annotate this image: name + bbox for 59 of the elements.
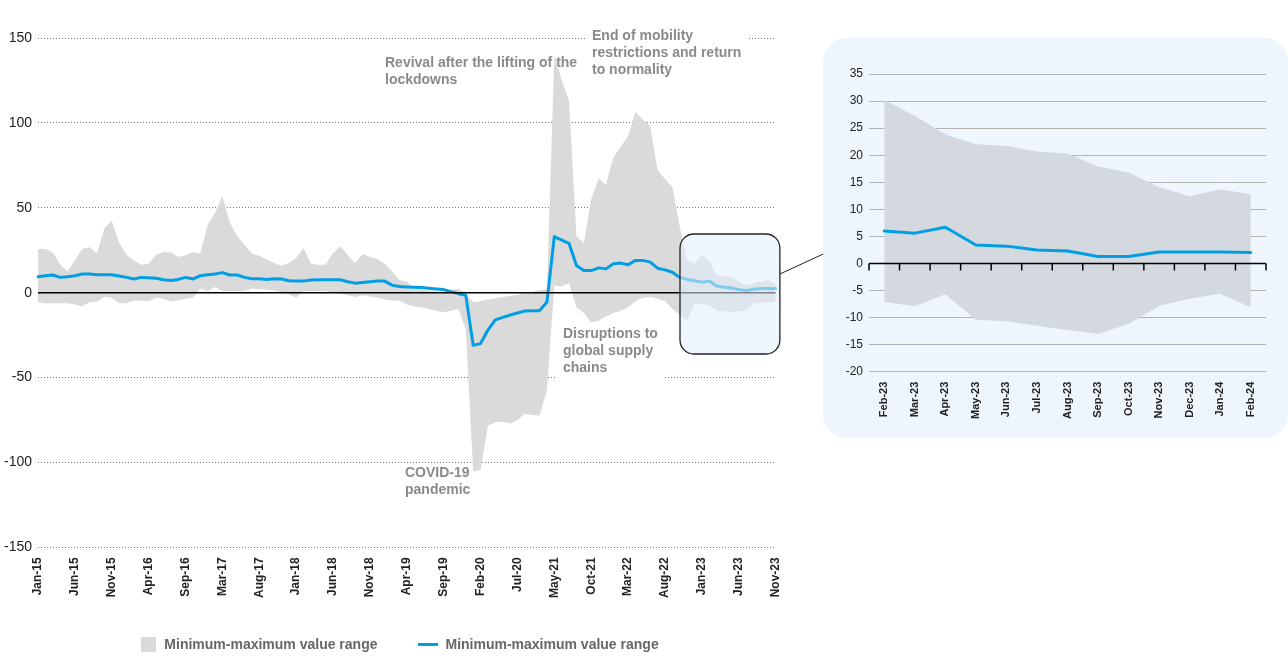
x-tick-label: Jun-23 [731,557,746,596]
y-tick-label: 30 [849,93,864,108]
x-tick-label: Mar-17 [214,556,229,596]
y-tick-label: 0 [856,255,864,270]
x-tick-label: Aug-17 [251,556,266,598]
text: Minimum-maximum value range [164,636,378,652]
x-tick-label: Oct-23 [1121,381,1134,416]
x-tick-label: Jan-15 [30,557,45,596]
legend-label: Minimum-maximum value range [445,636,659,652]
y-tick-label: 50 [16,198,33,215]
x-tick-label: Apr-19 [399,556,414,596]
y-tick-label: 35 [849,66,864,81]
y-tick-label: 15 [849,174,864,189]
y-tick-label: 0 [24,283,33,300]
x-tick-label: Jan-23 [694,557,709,596]
x-tick-label: Mar-22 [620,556,635,596]
x-tick-label: Sep-23 [1091,381,1104,418]
x-tick-label: Apr-23 [938,381,951,417]
x-tick-label: Dec-23 [1182,381,1195,418]
y-tick-label: 25 [849,120,864,135]
y-tick-label: -150 [3,538,33,555]
annotation: Disruptions to global supply chains [563,324,658,375]
x-tick-label: Feb-24 [1243,380,1256,418]
y-tick-label: -5 [852,282,864,297]
x-tick-label: Oct-21 [583,557,598,595]
x-tick-label: Nov-23 [767,556,782,598]
x-tick-label: Nov-15 [104,556,119,598]
x-tick-label: Jun-18 [325,557,340,596]
x-tick-label: Feb-23 [877,381,890,418]
x-tick-label: Sep-19 [435,556,450,597]
x-tick-label: Aug-23 [1060,381,1073,419]
x-tick-label: Mar-23 [907,381,920,418]
x-tick-label: Jan-18 [288,557,303,596]
y-tick-label: -50 [11,368,33,385]
y-tick-label: 100 [8,113,33,130]
y-tick-label: -10 [845,309,864,324]
x-tick-label: Jan-24 [1213,380,1226,417]
x-tick-label: May-21 [546,556,561,598]
x-tick-label: Jul-23 [1029,381,1042,414]
annotation: Revival after the lifting of the lockdowns [385,53,578,87]
x-tick-label: Nov-18 [362,556,377,598]
annotation: COVID-19 pandemic [405,463,471,497]
x-tick-label: May-23 [968,381,981,419]
y-tick-label: -100 [3,453,33,470]
y-tick-label: 20 [849,147,864,162]
y-tick-label: 150 [8,28,33,45]
x-tick-label: Sep-16 [177,556,192,597]
x-tick-label: Feb-20 [472,557,487,596]
annotation: End of mobility restrictions and return to normality [592,26,742,77]
x-tick-label: Jul-20 [509,556,524,592]
x-tick-label: Nov-23 [1152,381,1165,419]
y-tick-label: 5 [856,228,864,243]
x-tick-label: Apr-16 [140,556,155,596]
x-tick-label: Jun-23 [999,381,1012,418]
x-tick-label: Jun-15 [67,557,82,596]
x-tick-label: Aug-22 [657,556,672,598]
y-tick-label: -15 [845,336,864,351]
y-tick-label: -20 [845,364,864,379]
y-tick-label: 10 [849,201,864,216]
